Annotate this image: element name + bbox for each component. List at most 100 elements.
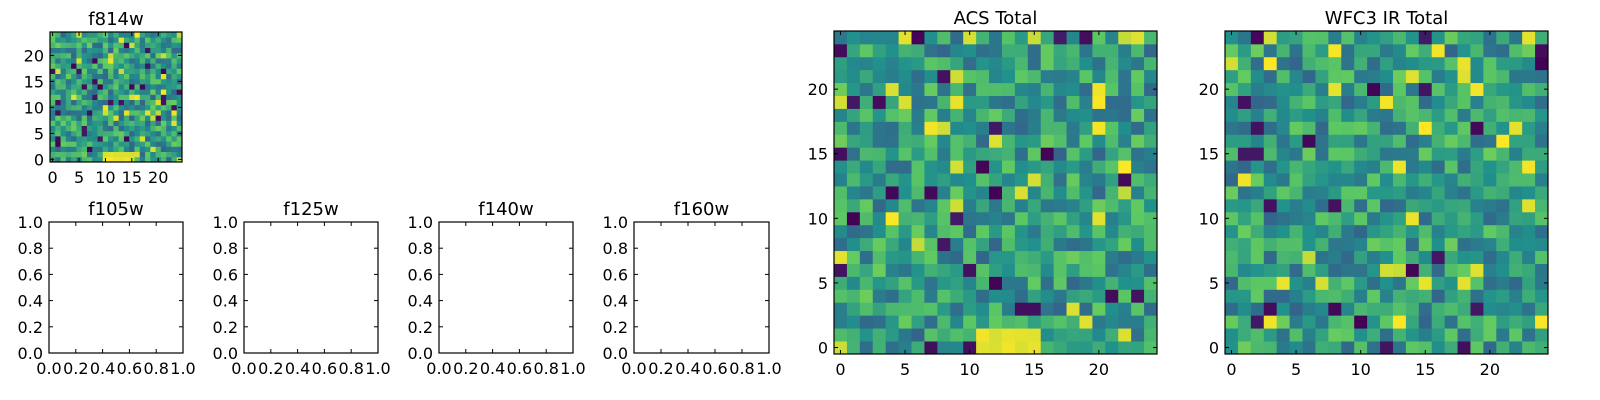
heatmap-cell [989,263,1003,277]
heatmap-cell [76,120,83,126]
heatmap-cell [60,125,67,132]
heatmap-cell [1354,250,1368,264]
heatmap-cell [139,89,146,95]
heatmap-cell [102,63,109,69]
heatmap-cell [113,110,120,116]
heatmap-cell [1066,69,1080,84]
heatmap-cell [1431,237,1446,252]
heatmap-cell [76,115,83,121]
heatmap-cell [97,47,104,54]
heatmap-cell [1483,95,1497,109]
heatmap-cell [1053,250,1067,264]
heatmap-cell [81,136,88,142]
heatmap-cell [134,156,141,163]
heatmap-cell [1040,56,1055,71]
heatmap-cell [1118,134,1132,148]
heatmap-cell [1263,56,1278,71]
heatmap-cell [71,156,77,163]
heatmap-cell [160,52,167,59]
heatmap-cell [1066,173,1080,187]
heatmap-cell [108,146,114,152]
heatmap-cell [1535,289,1549,303]
heatmap-cell [1431,341,1446,355]
heatmap-cell [160,136,167,142]
x-tick-label: 0.8 [729,359,754,378]
heatmap-cell [937,95,951,109]
heatmap-cell [885,69,899,84]
heatmap-cell [1289,95,1303,109]
heatmap-cell [150,94,156,100]
heatmap-cell [108,115,114,121]
heatmap-cell [1496,108,1510,122]
heatmap-cell [1354,186,1368,200]
heatmap-cell [1263,198,1278,213]
heatmap-cell [1118,211,1132,226]
heatmap-cell [976,263,990,277]
heatmap-cell [1092,341,1106,355]
heatmap-cell [1237,69,1252,84]
x-tick-label: 0.8 [338,359,363,378]
heatmap-cell [86,110,93,116]
heatmap-cell [81,151,88,158]
panel-title: f125w [283,199,338,220]
heatmap-cell [1431,56,1446,71]
heatmap-cell [1315,31,1329,45]
heatmap-cell [150,47,156,54]
heatmap-cell [55,63,61,69]
heatmap-cell [1027,134,1042,148]
heatmap-cell [911,147,925,161]
y-tick-label: 0.8 [603,239,628,258]
heatmap-cell [1328,31,1342,45]
heatmap-cell [963,108,977,122]
heatmap-cell [924,82,938,96]
heatmap-cell [1144,95,1158,109]
y-tick-label: 0.4 [408,292,433,311]
heatmap-cell [134,58,141,64]
heatmap-cell [1263,289,1278,303]
heatmap-cell [171,94,178,100]
heatmap-cell [1457,186,1471,200]
heatmap-cell [859,198,874,213]
heatmap-cell [1053,56,1067,71]
heatmap-cell [102,78,109,85]
heatmap-cell [71,141,77,147]
heatmap-cell [1040,173,1055,187]
heatmap-cell [145,32,151,38]
x-tick-label: 0.4 [285,359,310,378]
heatmap-cell [1066,186,1080,200]
heatmap-cell [171,68,178,74]
heatmap-cell [1092,224,1106,239]
heatmap-cell [872,121,887,135]
heatmap-cell [60,120,67,126]
heatmap-cell [1483,82,1497,96]
heatmap-cell [1066,341,1080,355]
heatmap-cell [81,120,88,126]
y-tick-label: 0.6 [603,265,628,284]
heatmap-cell [1079,263,1093,277]
heatmap-cell [86,84,93,90]
heatmap-cell [911,56,925,71]
heatmap-cell [872,276,887,290]
heatmap-cell [102,120,109,126]
heatmap-cell [1457,43,1471,58]
heatmap-cell [1496,315,1510,329]
heatmap-cell [134,141,141,147]
heatmap-cell [71,120,77,126]
heatmap-cell [989,82,1003,96]
heatmap-cell [160,146,167,152]
x-tick-label: 15 [1415,360,1435,379]
heatmap-cell [102,99,109,106]
heatmap-cell [1431,328,1446,342]
heatmap-cell [71,151,77,158]
heatmap-cell [1001,108,1016,122]
heatmap-cell [139,141,146,147]
heatmap-cell [911,108,925,122]
heatmap-cell [1392,56,1407,71]
heatmap-cell [1289,160,1303,174]
heatmap-cell [129,84,135,90]
heatmap-cell [898,56,912,71]
heatmap-cell [1341,315,1355,329]
heatmap-cell [1392,250,1407,264]
heatmap-cell [81,130,88,137]
